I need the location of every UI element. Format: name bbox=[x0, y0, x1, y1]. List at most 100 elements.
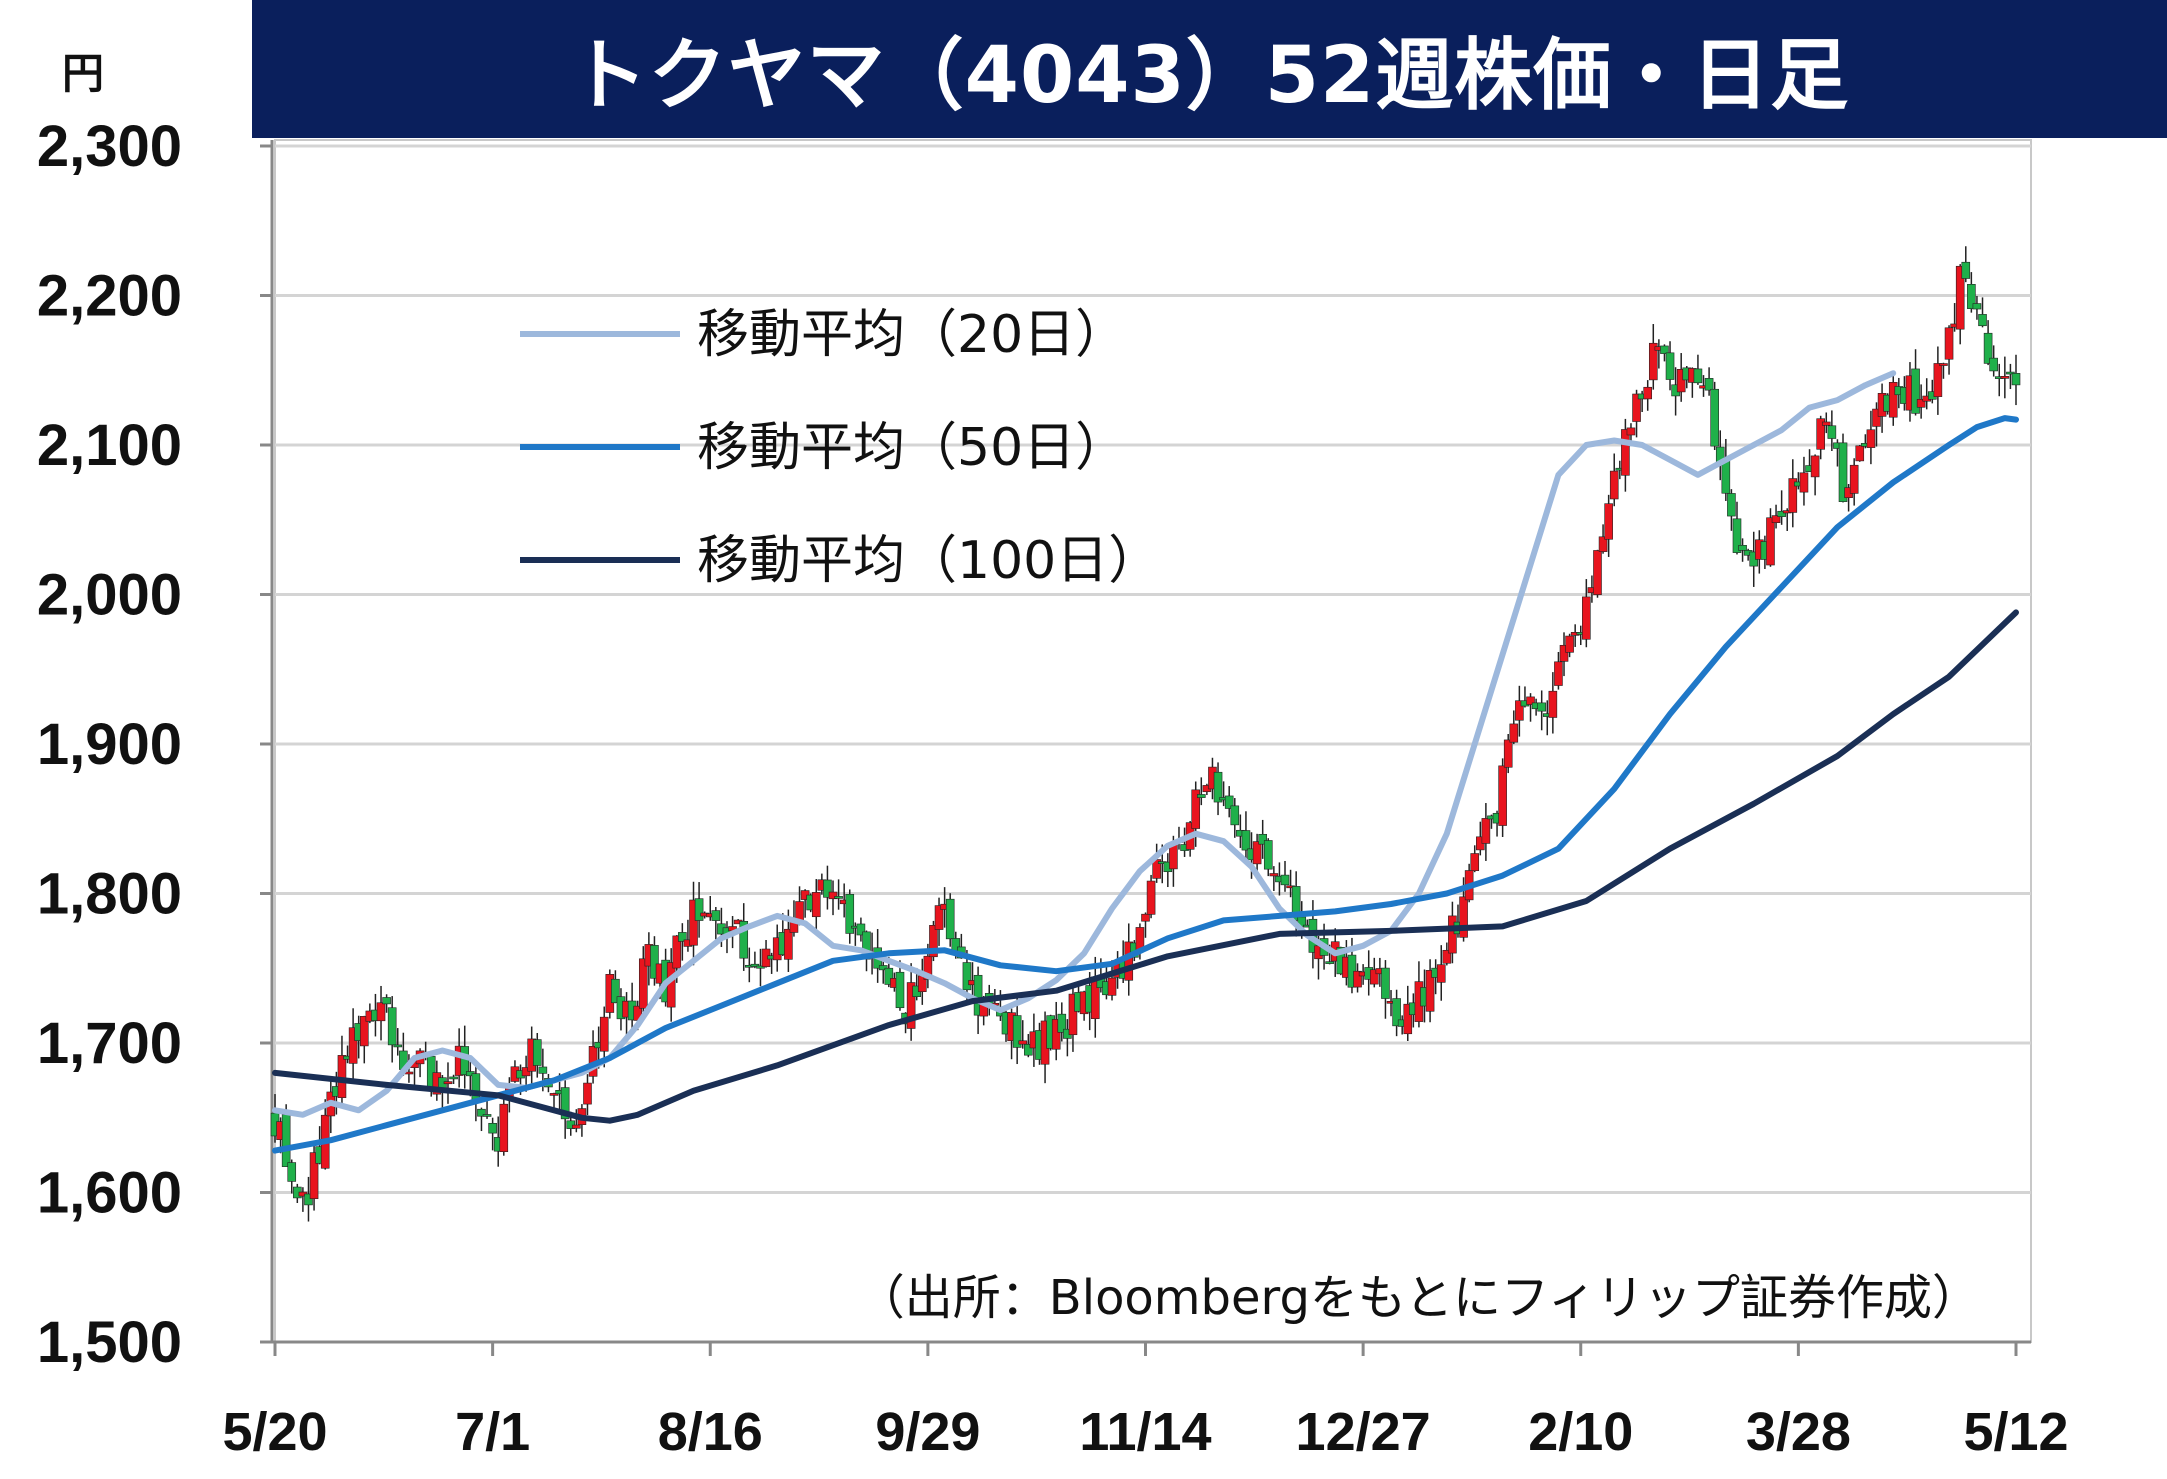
candle-body bbox=[934, 905, 944, 930]
y-tick-label: 2,100 bbox=[37, 413, 182, 478]
candle-body bbox=[1230, 805, 1240, 826]
candle-body bbox=[1436, 964, 1446, 983]
ma50-line bbox=[272, 415, 2019, 1154]
candle-body bbox=[1676, 369, 1686, 393]
x-tick-label: 12/27 bbox=[1296, 1402, 1431, 1462]
candle-body bbox=[1241, 830, 1251, 851]
y-tick-label: 1,700 bbox=[37, 1011, 182, 1076]
y-tick-label: 2,300 bbox=[37, 114, 182, 179]
y-tick-label: 1,500 bbox=[37, 1310, 182, 1375]
y-tick-label: 2,200 bbox=[37, 264, 182, 329]
x-tick-label: 7/1 bbox=[455, 1402, 530, 1462]
candle-body bbox=[1141, 913, 1150, 922]
candle-body bbox=[1727, 493, 1736, 517]
chart-title: トクヤマ（4043）52週株価・日足 bbox=[252, 0, 2167, 138]
candle-body bbox=[1967, 284, 1976, 309]
candle-body bbox=[1648, 342, 1658, 381]
candle-body bbox=[1821, 421, 1831, 426]
candle-body bbox=[1252, 841, 1262, 865]
candle-body bbox=[923, 955, 933, 980]
candle-body bbox=[1280, 874, 1290, 886]
candle-body bbox=[1269, 873, 1279, 877]
candle-body bbox=[1392, 998, 1401, 1027]
candle-body bbox=[1710, 388, 1719, 447]
candle-body bbox=[711, 910, 721, 921]
candle-body bbox=[1263, 840, 1273, 870]
candle-body bbox=[1593, 550, 1602, 595]
candle-body bbox=[756, 965, 765, 969]
y-tick-label: 1,900 bbox=[37, 712, 182, 777]
x-tick-label: 5/12 bbox=[1963, 1402, 2068, 1462]
x-axis-ticks: 5/20 7/1 8/16 9/29 11/14 12/27 2/10 3/28 5/12 bbox=[222, 1342, 2069, 1462]
candle-body bbox=[482, 1114, 492, 1117]
candle-body bbox=[962, 962, 972, 991]
candle-body bbox=[1057, 1013, 1067, 1033]
candle-body bbox=[287, 1162, 297, 1182]
candle-body bbox=[1582, 596, 1591, 640]
legend-label-ma20: 移動平均（20日） bbox=[697, 305, 1127, 365]
candle-body bbox=[1559, 644, 1569, 662]
candle-body bbox=[1018, 1040, 1028, 1045]
candle-body bbox=[1855, 445, 1865, 462]
candle-body bbox=[1051, 1019, 1061, 1050]
candle-body bbox=[1888, 382, 1898, 418]
candle-body bbox=[538, 1066, 548, 1074]
y-axis-unit-label: 円 bbox=[62, 49, 105, 98]
candle-body bbox=[1626, 427, 1636, 436]
candle-body bbox=[678, 932, 687, 942]
candle-body bbox=[1704, 378, 1714, 391]
candle-body bbox=[1325, 961, 1334, 964]
candle-body bbox=[823, 879, 832, 898]
candle-body bbox=[1146, 880, 1156, 915]
candle-body bbox=[2011, 373, 2021, 386]
candle-body bbox=[1788, 478, 1798, 513]
candle-body bbox=[1777, 510, 1786, 517]
candle-body bbox=[884, 967, 894, 985]
candle-body bbox=[1012, 1015, 1022, 1048]
candle-body bbox=[1291, 886, 1301, 921]
legend: 移動平均（20日） 移動平均（50日） 移動平均（100日） bbox=[520, 305, 1160, 591]
candle-body bbox=[1598, 536, 1608, 552]
candle-body bbox=[1197, 794, 1206, 798]
candle-body bbox=[1665, 352, 1675, 380]
candle-body bbox=[1989, 357, 1998, 372]
candle-body bbox=[1961, 261, 1971, 279]
candle-body bbox=[878, 965, 888, 971]
candle-body bbox=[689, 899, 698, 946]
candle-body bbox=[1939, 363, 1948, 366]
candle-body bbox=[1526, 696, 1535, 705]
candle-body bbox=[1258, 833, 1267, 845]
moving-averages bbox=[272, 370, 2019, 1154]
candle-body bbox=[1448, 915, 1457, 954]
candle-body bbox=[1515, 700, 1524, 721]
legend-label-ma100: 移動平均（100日） bbox=[697, 531, 1160, 591]
candle-body bbox=[281, 1114, 291, 1167]
source-note: （出所：Bloombergをもとにフィリップ証券作成） bbox=[857, 1270, 1980, 1326]
candle-body bbox=[477, 1108, 486, 1117]
candle-body bbox=[694, 898, 704, 921]
candle-body bbox=[572, 1124, 581, 1129]
candle-body bbox=[382, 997, 391, 1005]
candle-body bbox=[560, 1087, 570, 1120]
gridlines bbox=[275, 144, 2031, 1194]
candle-body bbox=[1866, 429, 1876, 448]
candle-body bbox=[449, 1076, 458, 1080]
candle-body bbox=[1554, 661, 1563, 686]
candle-body bbox=[1537, 702, 1546, 712]
candle-body bbox=[359, 1016, 369, 1047]
candle-body bbox=[1738, 545, 1747, 551]
candle-body bbox=[583, 1082, 592, 1105]
candle-body bbox=[1425, 970, 1435, 1012]
candle-body bbox=[387, 1007, 397, 1046]
candle-body bbox=[895, 971, 905, 1009]
candle-body bbox=[784, 928, 793, 960]
candle-body bbox=[1213, 771, 1223, 803]
y-tick-label: 2,000 bbox=[37, 563, 182, 628]
candle-body bbox=[1470, 853, 1480, 872]
candle-body bbox=[521, 1067, 531, 1077]
candle-body bbox=[1224, 795, 1234, 809]
candle-body bbox=[834, 896, 843, 899]
candle-body bbox=[1933, 363, 1943, 397]
candle-body bbox=[1481, 818, 1491, 844]
